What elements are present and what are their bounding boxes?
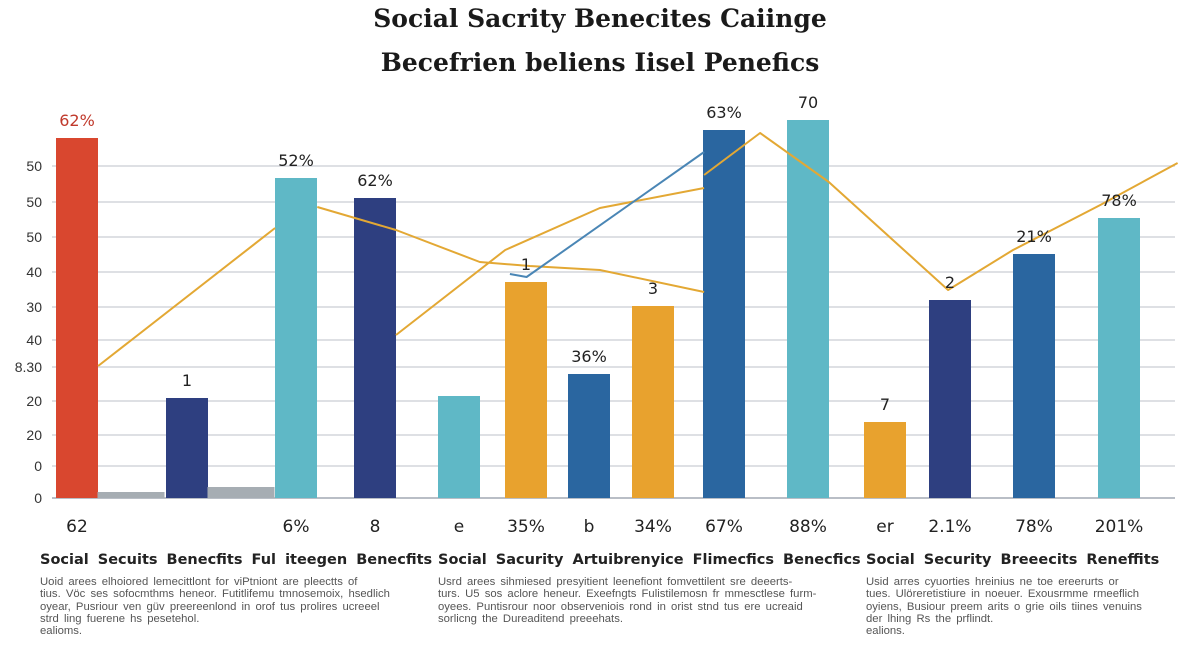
y-tick-label: 20 — [26, 427, 42, 443]
x-tick-label: 35% — [507, 517, 545, 537]
bar — [787, 120, 829, 498]
y-tick-label: 0 — [34, 458, 42, 474]
data-label: 62% — [357, 171, 393, 190]
data-label: 7 — [880, 395, 890, 414]
y-tick-label: 30 — [26, 299, 42, 315]
y-tick-label: 40 — [26, 332, 42, 348]
y-tick-label: 50 — [26, 194, 42, 210]
bar — [166, 398, 208, 498]
y-tick-label: 50 — [26, 158, 42, 174]
bar — [97, 492, 165, 498]
bar — [354, 198, 396, 498]
bar — [438, 396, 480, 498]
bar — [1098, 218, 1140, 498]
data-label: 78% — [1101, 191, 1137, 210]
x-tick-label: 34% — [634, 517, 672, 537]
data-label: 62% — [59, 111, 95, 130]
data-label: 3 — [648, 279, 658, 298]
x-tick-label: 62 — [66, 517, 88, 537]
section-text: Usrd arees sihmiesed presyitient leenefi… — [438, 576, 817, 625]
y-tick-label: 8.30 — [15, 359, 42, 375]
data-label: 2 — [945, 273, 955, 292]
trend-line — [97, 227, 276, 367]
data-label: 63% — [706, 103, 742, 122]
trend-line — [317, 206, 705, 293]
data-label: 1 — [182, 371, 192, 390]
section-text: Usid arres cyuorties hreinius ne toe ere… — [866, 576, 1142, 638]
x-tick-label: 78% — [1015, 517, 1053, 537]
y-tick-label: 40 — [26, 264, 42, 280]
data-label: 52% — [278, 151, 314, 170]
x-tick-label: e — [454, 517, 464, 537]
x-tick-label: 88% — [789, 517, 827, 537]
x-tick-label: 2.1% — [928, 517, 971, 537]
bar — [275, 178, 317, 498]
x-tick-label: 8 — [370, 517, 381, 537]
section-3: Social Security Breeecits Reneffits Usid… — [866, 552, 1186, 637]
bar — [56, 138, 98, 498]
trend-line — [703, 132, 1179, 291]
section-2: Social Sacurity Artuibrenyice Flimecfics… — [438, 552, 861, 625]
x-tick-label: b — [584, 517, 595, 537]
chart-title: Social Sacrity Benecites Caiinge — [373, 4, 827, 33]
section-heading: Social Secuits Benecfits Ful iteegen Ben… — [40, 552, 433, 568]
bar — [864, 422, 906, 498]
x-tick-label: 67% — [705, 517, 743, 537]
y-tick-label: 20 — [26, 393, 42, 409]
section-heading: Social Sacurity Artuibrenyice Flimecfics… — [438, 552, 861, 568]
data-label: 1 — [521, 255, 531, 274]
x-tick-label: 201% — [1095, 517, 1144, 537]
trend-line — [509, 151, 705, 278]
trend-line — [395, 187, 705, 336]
chart-subtitle: Becefrien beliens Iisel Penefics — [380, 48, 820, 77]
bar — [632, 306, 674, 498]
x-tick-label: er — [876, 517, 893, 537]
bar — [929, 300, 971, 498]
bar-chart: 50 50 50 40 30 40 8.30 20 20 0 0 62% 62 1 52% 6% 62% 8 e 1 3… — [15, 93, 1179, 537]
bar — [207, 487, 275, 498]
y-tick-label: 0 — [34, 490, 42, 506]
bar — [568, 374, 610, 498]
x-tick-label: 6% — [283, 517, 310, 537]
bar — [505, 282, 547, 498]
y-tick-label: 50 — [26, 229, 42, 245]
section-text: Uoid arees elhoiored lemecittlont for vi… — [40, 576, 390, 638]
section-heading: Social Security Breeecits Reneffits — [866, 552, 1160, 568]
data-label: 36% — [571, 347, 607, 366]
data-label: 70 — [798, 93, 818, 112]
data-label: 21% — [1016, 227, 1052, 246]
bar — [703, 130, 745, 498]
bar — [1013, 254, 1055, 498]
section-1: Social Secuits Benecfits Ful iteegen Ben… — [40, 552, 433, 638]
